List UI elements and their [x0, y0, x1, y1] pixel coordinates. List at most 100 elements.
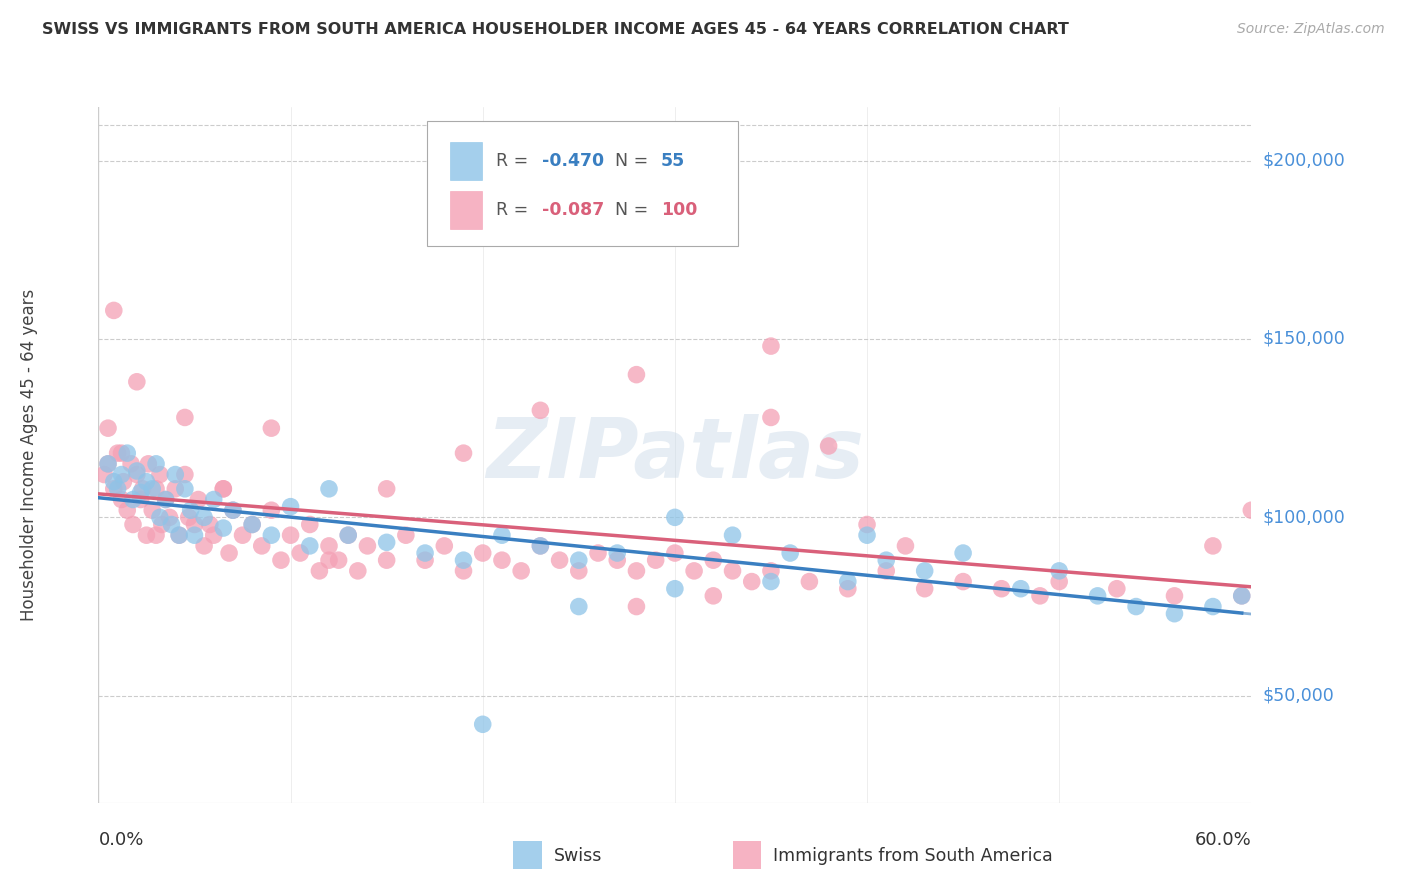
- Text: Immigrants from South America: Immigrants from South America: [773, 847, 1053, 865]
- Point: [97, 457, 120, 471]
- Point: [174, 467, 197, 482]
- Text: Swiss: Swiss: [554, 847, 602, 865]
- Text: N =: N =: [614, 153, 654, 170]
- Point: [165, 482, 187, 496]
- Point: [1240, 503, 1263, 517]
- Point: [606, 546, 628, 560]
- Point: [453, 564, 475, 578]
- Point: [174, 482, 197, 496]
- Point: [187, 492, 209, 507]
- Bar: [733, 841, 762, 869]
- Point: [1087, 589, 1109, 603]
- Point: [779, 546, 801, 560]
- Point: [298, 539, 321, 553]
- Point: [180, 503, 202, 517]
- Point: [308, 564, 330, 578]
- Point: [1047, 564, 1070, 578]
- Text: R =: R =: [496, 153, 534, 170]
- Point: [212, 482, 235, 496]
- Text: N =: N =: [614, 201, 654, 219]
- Text: Householder Income Ages 45 - 64 years: Householder Income Ages 45 - 64 years: [20, 289, 38, 621]
- Point: [107, 482, 129, 496]
- Point: [568, 564, 591, 578]
- FancyBboxPatch shape: [427, 121, 738, 246]
- Point: [155, 492, 177, 507]
- Point: [1105, 582, 1128, 596]
- Point: [356, 539, 378, 553]
- Point: [568, 553, 591, 567]
- Point: [290, 546, 312, 560]
- Point: [453, 446, 475, 460]
- Point: [103, 303, 125, 318]
- Point: [328, 553, 350, 567]
- Text: $150,000: $150,000: [1263, 330, 1346, 348]
- Point: [240, 517, 263, 532]
- Point: [250, 539, 273, 553]
- Text: 55: 55: [661, 153, 685, 170]
- Point: [799, 574, 821, 589]
- Point: [93, 467, 115, 482]
- Point: [337, 528, 360, 542]
- Point: [759, 574, 782, 589]
- Point: [122, 517, 145, 532]
- Point: [837, 574, 859, 589]
- Point: [174, 410, 197, 425]
- Point: [145, 528, 167, 542]
- Point: [856, 517, 879, 532]
- Point: [103, 475, 125, 489]
- Point: [159, 510, 181, 524]
- Bar: [450, 142, 482, 180]
- Point: [97, 421, 120, 435]
- Bar: [513, 841, 543, 869]
- Point: [529, 403, 551, 417]
- Point: [110, 446, 132, 460]
- Point: [346, 564, 368, 578]
- Point: [875, 564, 897, 578]
- Point: [721, 528, 744, 542]
- Point: [375, 482, 398, 496]
- Point: [260, 528, 283, 542]
- Point: [125, 375, 148, 389]
- Point: [548, 553, 571, 567]
- Point: [453, 553, 475, 567]
- Point: [491, 553, 513, 567]
- Text: $50,000: $50,000: [1263, 687, 1334, 705]
- Text: SWISS VS IMMIGRANTS FROM SOUTH AMERICA HOUSEHOLDER INCOME AGES 45 - 64 YEARS COR: SWISS VS IMMIGRANTS FROM SOUTH AMERICA H…: [42, 22, 1069, 37]
- Point: [260, 421, 283, 435]
- Point: [177, 510, 200, 524]
- Point: [145, 457, 167, 471]
- Point: [759, 410, 782, 425]
- Point: [280, 500, 302, 514]
- Point: [337, 528, 360, 542]
- Point: [1047, 574, 1070, 589]
- Point: [721, 564, 744, 578]
- Point: [586, 546, 609, 560]
- Point: [198, 517, 221, 532]
- Point: [202, 492, 225, 507]
- Point: [1163, 589, 1185, 603]
- Point: [107, 446, 129, 460]
- Point: [270, 553, 292, 567]
- Point: [471, 717, 494, 731]
- Point: [141, 503, 163, 517]
- Point: [260, 503, 283, 517]
- Point: [568, 599, 591, 614]
- Point: [626, 599, 648, 614]
- Point: [298, 517, 321, 532]
- Point: [193, 539, 215, 553]
- Point: [529, 539, 551, 553]
- Point: [413, 553, 436, 567]
- Point: [529, 539, 551, 553]
- Point: [155, 492, 177, 507]
- Point: [1010, 582, 1032, 596]
- Point: [218, 546, 240, 560]
- Text: R =: R =: [496, 201, 534, 219]
- Point: [145, 482, 167, 496]
- Point: [222, 503, 245, 517]
- Text: -0.470: -0.470: [543, 153, 605, 170]
- Point: [375, 553, 398, 567]
- Point: [1202, 599, 1225, 614]
- Point: [183, 528, 205, 542]
- Point: [183, 517, 205, 532]
- Point: [413, 546, 436, 560]
